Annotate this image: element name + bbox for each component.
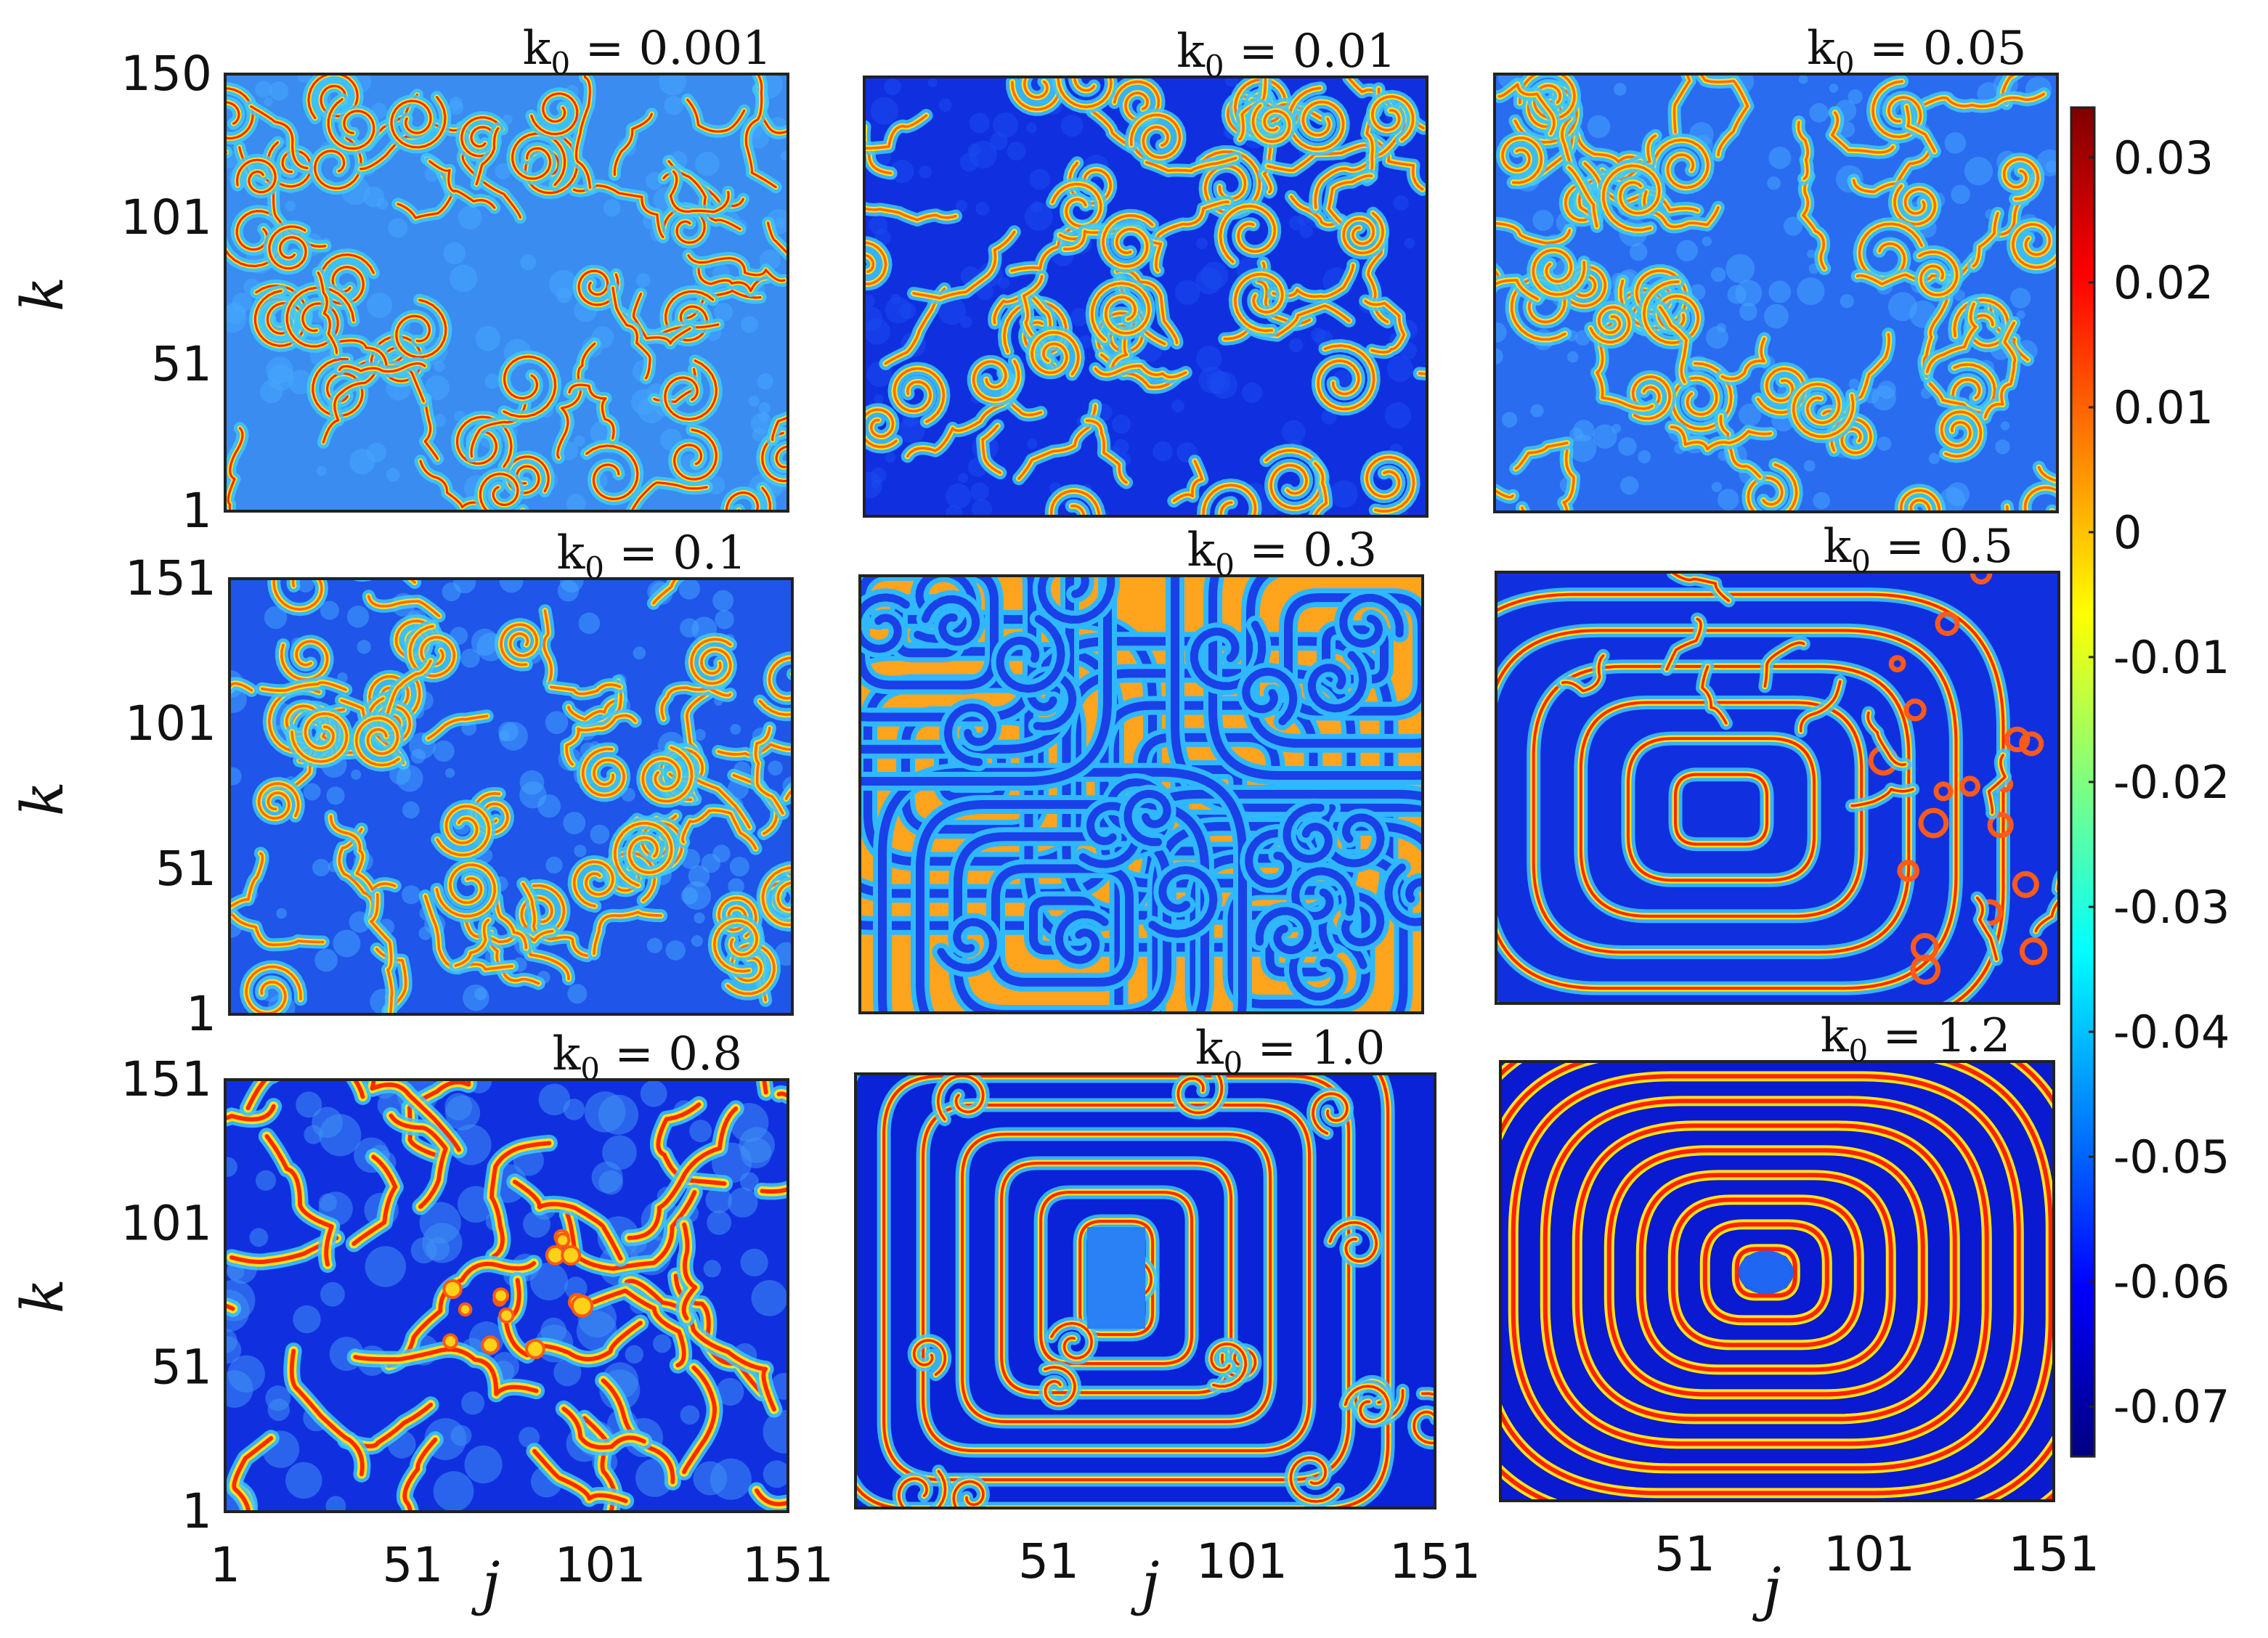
panel-frame [854, 1072, 1436, 1509]
y-tick-label: 1 [182, 1483, 212, 1539]
colorbar-tick-label: -0.05 [2113, 1130, 2230, 1183]
y-tick-label: 51 [155, 841, 216, 897]
panel-5: k0 = 0.3 [858, 523, 1424, 1014]
y-tick-label: 51 [151, 1340, 212, 1395]
y-tick-label: 150 [121, 46, 212, 102]
panel-title: k0 = 0.5 [1823, 520, 2013, 579]
colorbar-tick-label: -0.07 [2113, 1380, 2230, 1433]
panel-6: k0 = 0.5 [1495, 520, 2060, 1005]
xlabel-col-3: j [1752, 1555, 1781, 1623]
x-tick-label: 51 [1018, 1533, 1079, 1589]
panel-title: k0 = 1.0 [1195, 1022, 1386, 1081]
colorbar-tick-label: -0.04 [2113, 1006, 2230, 1059]
colorbar-tick-label: -0.06 [2113, 1255, 2230, 1308]
panel-9: k0 = 1.2 51 101 151 [1499, 1009, 2100, 1582]
y-tick-label: 51 [151, 336, 212, 392]
panel-title: k0 = 0.05 [1807, 22, 2026, 81]
x-tick-label: 101 [555, 1537, 646, 1593]
ylabel-row-3: k [9, 1279, 76, 1313]
panel-title: k0 = 0.01 [1176, 25, 1396, 84]
panel-frame [224, 73, 789, 513]
colorbar-tick-label: 0 [2113, 506, 2142, 559]
colorbar-tick-label: -0.02 [2113, 756, 2230, 809]
xlabel-col-2: j [1131, 1549, 1160, 1617]
heatmap-6 [1496, 572, 2059, 1003]
x-tick-label: 101 [1196, 1533, 1288, 1589]
y-tick-label: 101 [121, 1195, 212, 1251]
y-tick-label: 151 [125, 550, 216, 606]
panel-title: k0 = 0.001 [523, 22, 772, 81]
panel-frame [1495, 571, 2060, 1005]
colorbar-tick-label: 0.02 [2113, 256, 2214, 309]
x-tick-label: 151 [2008, 1526, 2100, 1582]
y-tick-label: 101 [125, 696, 216, 751]
panel-title: k0 = 1.2 [1821, 1009, 2011, 1069]
colorbar-tick-label: 0.01 [2113, 381, 2214, 434]
x-tick-label: 151 [1389, 1533, 1481, 1589]
panel-4: k0 = 0.1 151 101 51 1 [125, 526, 794, 1042]
panel-frame [224, 1078, 789, 1513]
panel-3: k0 = 0.05 [1493, 22, 2059, 513]
heatmap-4 [229, 579, 792, 1014]
panel-1: k0 = 0.001 150 101 51 1 [121, 22, 789, 539]
ylabel-row-1: k [9, 277, 76, 311]
heatmap-8 [855, 1074, 1435, 1508]
ylabel-row-2: k [9, 781, 76, 816]
x-tick-label: 151 [742, 1537, 834, 1593]
heatmap-5 [860, 576, 1423, 1013]
x-tick-label: 1 [210, 1537, 240, 1593]
y-tick-label: 101 [121, 190, 212, 245]
heatmap-3 [1495, 74, 2057, 512]
colorbar-tick-label: 0.03 [2113, 131, 2214, 184]
panels: k0 = 0.001 150 101 51 1 k0 = 0.01 k0 = 0.05 k0 … [121, 22, 2100, 1593]
panel-frame [1493, 73, 2059, 513]
panel-2: k0 = 0.01 [863, 25, 1428, 518]
panel-frame [228, 577, 794, 1016]
panel-title: k0 = 0.1 [556, 526, 747, 586]
panel-8: k0 = 1.0 51 101 151 [854, 1022, 1481, 1589]
heatmap-9 [1500, 1062, 2054, 1501]
xlabel-col-1: j [471, 1549, 500, 1617]
panel-frame [858, 574, 1424, 1014]
x-tick-label: 51 [1654, 1526, 1715, 1582]
panel-frame [1499, 1060, 2055, 1502]
heatmap-7 [225, 1080, 788, 1512]
x-tick-label: 51 [382, 1537, 443, 1593]
colorbar-tick-label: -0.01 [2113, 631, 2230, 684]
panel-frame [863, 76, 1428, 518]
colorbar: 0.03 0.02 0.01 0 -0.01 -0.02 -0.03 -0.04 -0.05 -0… [2070, 106, 2230, 1458]
panel-title: k0 = 0.3 [1187, 523, 1377, 583]
y-tick-label: 1 [182, 483, 212, 539]
colorbar-tick-label: -0.03 [2113, 881, 2230, 934]
heatmap-1 [225, 74, 788, 511]
x-tick-label: 101 [1824, 1526, 1915, 1582]
panel-title: k0 = 0.8 [552, 1027, 742, 1087]
y-tick-label: 151 [121, 1051, 212, 1107]
y-tick-label: 1 [186, 986, 216, 1042]
heatmap-2 [864, 77, 1427, 516]
